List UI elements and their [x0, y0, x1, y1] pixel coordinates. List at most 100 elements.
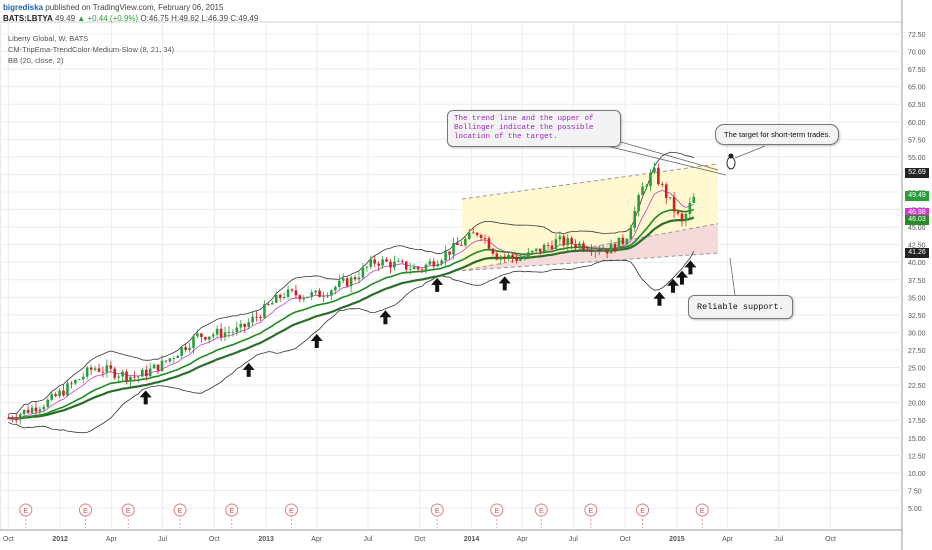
candle-body[interactable]: [70, 383, 73, 385]
candle-body[interactable]: [621, 237, 625, 245]
candle-body[interactable]: [574, 244, 577, 248]
candle-body[interactable]: [345, 278, 349, 287]
bollinger-lower-band[interactable]: [8, 251, 695, 434]
candle-body[interactable]: [456, 242, 459, 246]
candle-body[interactable]: [18, 414, 22, 420]
candle-body[interactable]: [93, 368, 97, 370]
candle-body[interactable]: [641, 186, 644, 196]
candle-body[interactable]: [196, 333, 199, 337]
candle-body[interactable]: [676, 211, 680, 214]
candle-body[interactable]: [601, 249, 605, 251]
candle-body[interactable]: [101, 371, 105, 373]
candle-body[interactable]: [637, 195, 640, 211]
candle-body[interactable]: [491, 248, 495, 254]
candle-body[interactable]: [562, 236, 566, 246]
candle-body[interactable]: [499, 256, 503, 260]
candle-body[interactable]: [180, 347, 183, 356]
candle-body[interactable]: [424, 264, 428, 271]
earnings-marker[interactable]: [490, 503, 504, 517]
candle-body[interactable]: [286, 289, 290, 297]
candle-body[interactable]: [89, 367, 93, 370]
candle-body[interactable]: [404, 261, 408, 270]
candle-body[interactable]: [334, 286, 337, 291]
candle-body[interactable]: [133, 376, 136, 378]
candle-body[interactable]: [664, 184, 668, 198]
candle-body[interactable]: [625, 239, 629, 245]
candle-body[interactable]: [467, 232, 471, 239]
candle-body[interactable]: [617, 237, 621, 252]
candle-body[interactable]: [649, 172, 652, 187]
channel-middle-line[interactable]: [461, 223, 719, 272]
candle-body[interactable]: [62, 390, 65, 396]
candle-body[interactable]: [66, 383, 69, 396]
candle-body[interactable]: [164, 360, 168, 362]
candle-body[interactable]: [605, 249, 609, 254]
candle-body[interactable]: [550, 245, 554, 249]
candle-body[interactable]: [353, 277, 357, 280]
candle-body[interactable]: [137, 376, 140, 378]
candle-body[interactable]: [7, 418, 10, 419]
candle-body[interactable]: [34, 407, 38, 412]
candle-body[interactable]: [645, 186, 648, 187]
candle-body[interactable]: [227, 332, 231, 334]
candle-body[interactable]: [243, 323, 247, 327]
candle-body[interactable]: [219, 328, 223, 338]
candle-body[interactable]: [290, 289, 294, 291]
candle-body[interactable]: [479, 235, 483, 238]
candle-body[interactable]: [361, 267, 365, 278]
candle-body[interactable]: [310, 292, 313, 297]
candle-body[interactable]: [141, 369, 144, 377]
candle-body[interactable]: [365, 266, 369, 268]
candle-body[interactable]: [306, 296, 310, 298]
earnings-marker[interactable]: [173, 503, 187, 517]
candle-body[interactable]: [503, 256, 507, 258]
candle-body[interactable]: [255, 316, 258, 318]
candle-body[interactable]: [582, 243, 585, 250]
candle-body[interactable]: [444, 251, 447, 261]
candle-body[interactable]: [530, 250, 534, 253]
candle-body[interactable]: [389, 261, 392, 268]
candle-body[interactable]: [247, 322, 250, 327]
candle-body[interactable]: [298, 295, 302, 300]
candle-body[interactable]: [657, 167, 660, 185]
candle-body[interactable]: [22, 409, 26, 415]
candle-body[interactable]: [570, 238, 573, 245]
candle-body[interactable]: [668, 197, 672, 198]
candle-body[interactable]: [633, 210, 637, 228]
candle-body[interactable]: [330, 290, 333, 296]
candle-body[interactable]: [152, 364, 156, 369]
candle-body[interactable]: [464, 238, 467, 246]
candle-body[interactable]: [377, 263, 380, 266]
candle-body[interactable]: [105, 365, 109, 373]
candle-body[interactable]: [42, 406, 46, 410]
candle-body[interactable]: [263, 304, 266, 319]
candle-body[interactable]: [172, 358, 176, 359]
candle-body[interactable]: [586, 249, 589, 251]
earnings-marker[interactable]: [534, 503, 548, 517]
candle-body[interactable]: [30, 407, 34, 413]
candle-body[interactable]: [81, 376, 85, 380]
candle-body[interactable]: [239, 323, 243, 328]
channel-upper-line[interactable]: [461, 163, 719, 200]
candle-body[interactable]: [326, 295, 329, 297]
earnings-marker[interactable]: [695, 503, 709, 517]
candle-body[interactable]: [337, 280, 341, 287]
candle-body[interactable]: [653, 167, 656, 173]
candle-body[interactable]: [148, 368, 152, 377]
candle-body[interactable]: [314, 290, 317, 293]
candle-body[interactable]: [215, 328, 219, 335]
candle-body[interactable]: [50, 394, 54, 400]
candle-body[interactable]: [594, 250, 597, 253]
candle-body[interactable]: [176, 355, 180, 359]
candle-body[interactable]: [381, 259, 384, 266]
candle-body[interactable]: [436, 263, 440, 267]
candle-body[interactable]: [397, 261, 400, 262]
earnings-marker[interactable]: [430, 503, 444, 517]
candle-body[interactable]: [113, 368, 117, 378]
candle-body[interactable]: [538, 248, 542, 252]
candle-body[interactable]: [74, 379, 77, 384]
candle-body[interactable]: [428, 261, 432, 265]
candle-body[interactable]: [144, 369, 148, 377]
candle-body[interactable]: [156, 364, 160, 372]
